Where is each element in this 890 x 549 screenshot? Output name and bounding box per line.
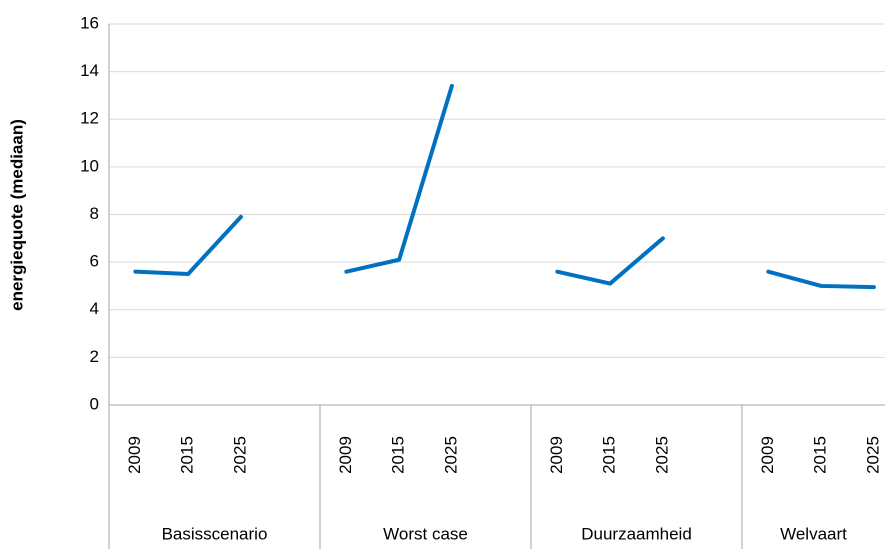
x-tick-label: 2009 — [336, 436, 355, 474]
y-tick-label: 14 — [80, 61, 99, 80]
line-series — [766, 269, 876, 290]
group-label: Welvaart — [780, 524, 847, 543]
x-tick-label: 2009 — [547, 436, 566, 474]
y-axis-label: energiequote (mediaan) — [7, 119, 26, 311]
x-tick-label: 2015 — [811, 436, 830, 474]
group-label: Basisscenario — [162, 524, 268, 543]
x-tick-label: 2025 — [863, 436, 882, 474]
group-label: Worst case — [383, 524, 468, 543]
x-tick-label: 2009 — [758, 436, 777, 474]
y-tick-label: 2 — [90, 347, 99, 366]
line-series — [555, 236, 665, 286]
y-tick-label: 8 — [90, 204, 99, 223]
y-tick-label: 6 — [90, 252, 99, 271]
x-tick-label: 2025 — [441, 436, 460, 474]
x-tick-label: 2015 — [178, 436, 197, 474]
y-tick-label: 12 — [80, 109, 99, 128]
x-tick-label: 2015 — [600, 436, 619, 474]
x-tick-label: 2025 — [652, 436, 671, 474]
line-series — [344, 83, 454, 274]
x-tick-label: 2025 — [230, 436, 249, 474]
y-tick-label: 4 — [90, 299, 99, 318]
y-tick-label: 10 — [80, 156, 99, 175]
x-tick-label: 2009 — [125, 436, 144, 474]
x-tick-label: 2015 — [389, 436, 408, 474]
y-tick-label: 16 — [80, 13, 99, 32]
group-label: Duurzaamheid — [581, 524, 692, 543]
line-series — [133, 214, 243, 277]
y-tick-label: 0 — [90, 394, 99, 413]
